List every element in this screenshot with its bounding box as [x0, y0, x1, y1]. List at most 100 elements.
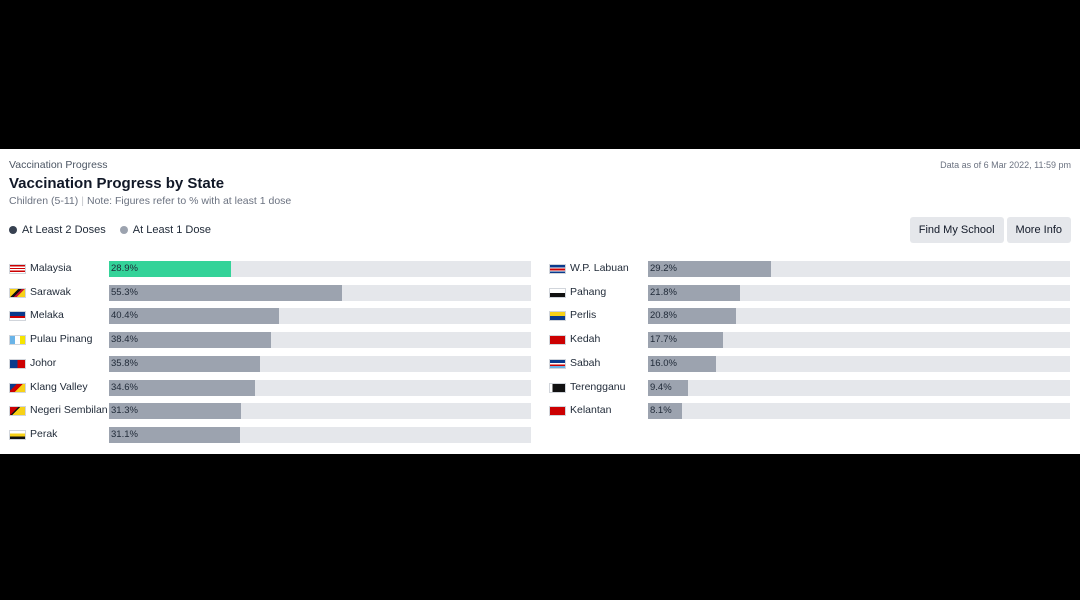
melaka-flag-icon: [9, 311, 26, 322]
state-label-kedah: Kedah: [570, 333, 601, 346]
bar-value-label-terengganu: 9.4%: [650, 381, 672, 393]
bar-value-label-kedah: 17.7%: [650, 334, 677, 346]
bar-track-kedah: 17.7%: [648, 332, 1070, 349]
state-label-terengganu: Terengganu: [570, 380, 626, 393]
bar-track-malaysia: 28.9%: [109, 261, 531, 277]
state-label-pahang: Pahang: [570, 285, 607, 298]
bar-melaka: [109, 308, 280, 325]
bar-pahang: [648, 284, 740, 301]
sarawak-flag-icon: [9, 287, 26, 298]
negeri-sembilan-flag-icon: [9, 406, 26, 417]
bar-terengganu: [648, 379, 688, 396]
data-date: Data as of 6 Mar 2022, 11:59 pm: [940, 160, 1071, 170]
state-label-johor: Johor: [30, 356, 57, 369]
state-label-w-p-labuan: W.P. Labuan: [570, 262, 629, 274]
bar-value-label-pulau-pinang: 38.4%: [111, 334, 138, 346]
state-label-sabah: Sabah: [570, 356, 601, 369]
bar-pulau-pinang: [109, 332, 272, 349]
bar-row-perak: Perak 31.1%: [9, 426, 531, 443]
legend-dot-1-dose: [119, 226, 128, 234]
bar-track-w-p-labuan: 29.2%: [648, 261, 1070, 277]
subtitle-note: Note: Figures refer to % with at least 1…: [86, 195, 292, 207]
perak-flag-icon: [9, 429, 26, 440]
bar-value-label-w-p-labuan: 29.2%: [650, 263, 677, 274]
bar-row-perlis: Perlis 20.8%: [549, 307, 1070, 325]
bar-track-melaka: 40.4%: [109, 308, 531, 325]
state-label-perak: Perak: [30, 427, 58, 440]
bar-row-kedah: Kedah 17.7%: [549, 331, 1070, 349]
subtitle-group: Children (5-11): [9, 195, 79, 207]
bar-track-pulau-pinang: 38.4%: [109, 332, 531, 349]
bar-track-perlis: 20.8%: [648, 308, 1070, 325]
bar-sabah: [648, 355, 716, 372]
terengganu-flag-icon: [549, 382, 566, 393]
bar-perak: [109, 426, 241, 443]
klang-valley-flag-icon: [9, 382, 26, 393]
bar-row-terengganu: Terengganu 9.4%: [549, 379, 1070, 396]
sabah-flag-icon: [549, 358, 566, 369]
more-info-button[interactable]: More Info: [1006, 217, 1071, 243]
legend-item-1-dose: At Least 1 Dose: [119, 224, 212, 236]
state-label-pulau-pinang: Pulau Pinang: [30, 333, 93, 346]
pulau-pinang-flag-icon: [9, 335, 26, 346]
bar-perlis: [648, 308, 736, 325]
bar-value-label-negeri-sembilan: 31.3%: [111, 405, 138, 417]
bar-value-label-kelantan: 8.1%: [650, 405, 672, 417]
subtitle-separator: |: [81, 195, 84, 207]
legend-dot-2-doses: [9, 226, 17, 234]
bar-row-sarawak: Sarawak 55.3%: [9, 284, 531, 301]
bar-value-label-perak: 31.1%: [111, 428, 138, 440]
bar-value-label-pahang: 21.8%: [650, 286, 677, 298]
bar-row-sabah: Sabah 16.0%: [549, 355, 1070, 372]
bar-malaysia: [109, 261, 231, 277]
pahang-flag-icon: [549, 287, 566, 298]
bar-value-label-sabah: 16.0%: [650, 357, 677, 369]
state-label-negeri-sembilan: Negeri Sembilan: [30, 404, 108, 417]
subtitle: Children (5-11) | Note: Figures refer to %…: [9, 195, 291, 207]
bar-track-johor: 35.8%: [109, 355, 531, 372]
bar-negeri-sembilan: [109, 403, 242, 420]
bar-value-label-klang-valley: 34.6%: [111, 381, 138, 393]
bar-kedah: [648, 332, 723, 349]
bar-johor: [109, 355, 261, 372]
bar-value-label-malaysia: 28.9%: [111, 263, 138, 274]
state-label-kelantan: Kelantan: [570, 404, 612, 417]
find-my-school-button[interactable]: Find My School: [909, 217, 1004, 243]
bar-row-malaysia: Malaysia 28.9%: [9, 260, 531, 277]
bar-row-johor: Johor 35.8%: [9, 355, 531, 372]
bar-value-label-melaka: 40.4%: [111, 310, 138, 322]
breadcrumb: Vaccination Progress: [9, 159, 108, 171]
bar-sarawak: [109, 284, 343, 301]
bar-track-sarawak: 55.3%: [109, 284, 531, 301]
labuan-flag-icon: [549, 264, 566, 274]
kelantan-flag-icon: [549, 406, 566, 417]
bar-value-label-johor: 35.8%: [111, 357, 138, 369]
bar-track-perak: 31.1%: [109, 426, 531, 443]
legend: At Least 2 Doses At Least 1 Dose: [9, 224, 225, 236]
bar-row-klang-valley: Klang Valley 34.6%: [9, 379, 531, 396]
perlis-flag-icon: [549, 311, 566, 322]
bar-kelantan: [648, 403, 683, 420]
bar-row-kelantan: Kelantan 8.1%: [549, 402, 1070, 420]
page-title: Vaccination Progress by State: [9, 175, 225, 192]
bar-value-label-sarawak: 55.3%: [111, 286, 138, 298]
bar-track-kelantan: 8.1%: [648, 403, 1070, 420]
legend-label-1-dose: At Least 1 Dose: [132, 224, 212, 236]
bar-row-w-p-labuan: W.P. Labuan 29.2%: [549, 260, 1070, 277]
kedah-flag-icon: [549, 335, 566, 346]
legend-label-2-doses: At Least 2 Doses: [22, 224, 106, 236]
state-label-melaka: Melaka: [30, 309, 64, 322]
johor-flag-icon: [9, 358, 26, 369]
state-label-klang-valley: Klang Valley: [30, 380, 88, 393]
bar-track-negeri-sembilan: 31.3%: [109, 403, 531, 420]
bar-track-pahang: 21.8%: [648, 284, 1070, 301]
bar-track-klang-valley: 34.6%: [109, 379, 531, 396]
malaysia-flag-icon: [9, 264, 26, 274]
bar-row-melaka: Melaka 40.4%: [9, 307, 531, 325]
bar-track-sabah: 16.0%: [648, 355, 1070, 372]
state-label-sarawak: Sarawak: [30, 285, 71, 298]
vaccination-panel: Vaccination Progress Data as of 6 Mar 20…: [0, 149, 1080, 454]
bar-track-terengganu: 9.4%: [648, 379, 1070, 396]
state-label-perlis: Perlis: [570, 309, 597, 322]
bar-w-p-labuan: [648, 261, 772, 277]
